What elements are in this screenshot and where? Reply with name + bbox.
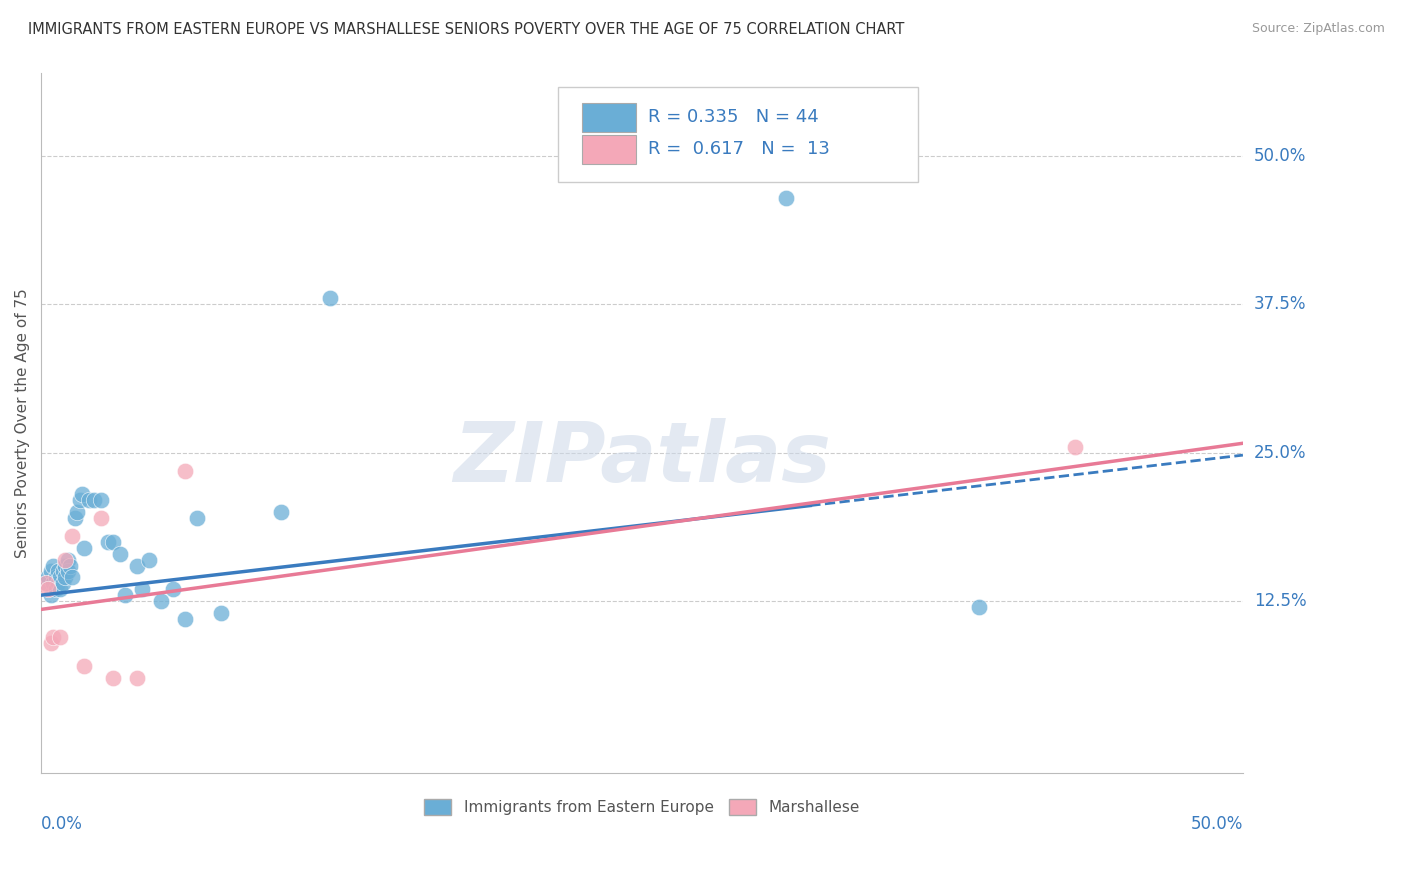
Point bbox=[127, 671, 149, 685]
Point bbox=[66, 505, 89, 519]
Point bbox=[37, 570, 59, 584]
Text: 25.0%: 25.0% bbox=[1254, 443, 1306, 462]
Point bbox=[35, 576, 58, 591]
Point bbox=[138, 552, 160, 566]
Legend: Immigrants from Eastern Europe, Marshallese: Immigrants from Eastern Europe, Marshall… bbox=[418, 793, 866, 822]
FancyBboxPatch shape bbox=[582, 103, 636, 133]
Point bbox=[73, 659, 96, 673]
Point bbox=[44, 570, 66, 584]
Point bbox=[39, 588, 62, 602]
Point bbox=[35, 576, 58, 591]
Point bbox=[46, 576, 69, 591]
Point bbox=[53, 570, 76, 584]
Point bbox=[59, 558, 82, 573]
Point bbox=[56, 565, 79, 579]
Point bbox=[52, 565, 75, 579]
Point bbox=[90, 493, 112, 508]
Point bbox=[44, 582, 66, 597]
Text: Source: ZipAtlas.com: Source: ZipAtlas.com bbox=[1251, 22, 1385, 36]
Point bbox=[103, 671, 125, 685]
Point bbox=[775, 191, 797, 205]
Text: R = 0.335   N = 44: R = 0.335 N = 44 bbox=[648, 108, 818, 126]
Point bbox=[52, 576, 75, 591]
Point bbox=[42, 630, 65, 644]
Point bbox=[209, 606, 232, 620]
Text: 0.0%: 0.0% bbox=[41, 815, 83, 833]
Point bbox=[114, 588, 136, 602]
Point bbox=[49, 582, 72, 597]
Point bbox=[70, 487, 93, 501]
Text: 50.0%: 50.0% bbox=[1254, 147, 1306, 165]
Point bbox=[174, 464, 197, 478]
FancyBboxPatch shape bbox=[582, 135, 636, 164]
Text: 37.5%: 37.5% bbox=[1254, 295, 1306, 313]
Text: ZIPatlas: ZIPatlas bbox=[453, 417, 831, 499]
Point bbox=[53, 558, 76, 573]
Point bbox=[270, 505, 292, 519]
Point bbox=[127, 558, 149, 573]
Point bbox=[53, 552, 76, 566]
Point bbox=[60, 570, 83, 584]
Point bbox=[46, 565, 69, 579]
Point bbox=[186, 511, 208, 525]
Point bbox=[131, 582, 153, 597]
Point bbox=[110, 547, 132, 561]
Point bbox=[1063, 440, 1085, 454]
Point bbox=[83, 493, 105, 508]
Point bbox=[60, 529, 83, 543]
Point bbox=[150, 594, 173, 608]
Point bbox=[42, 558, 65, 573]
Point bbox=[63, 511, 86, 525]
Point bbox=[73, 541, 96, 555]
Point bbox=[97, 534, 120, 549]
Point bbox=[39, 635, 62, 649]
Text: 12.5%: 12.5% bbox=[1254, 592, 1306, 610]
Point bbox=[162, 582, 184, 597]
Point bbox=[56, 552, 79, 566]
Point bbox=[967, 600, 990, 615]
Point bbox=[49, 630, 72, 644]
FancyBboxPatch shape bbox=[558, 87, 918, 181]
Point bbox=[69, 493, 91, 508]
Point bbox=[49, 570, 72, 584]
Text: IMMIGRANTS FROM EASTERN EUROPE VS MARSHALLESE SENIORS POVERTY OVER THE AGE OF 75: IMMIGRANTS FROM EASTERN EUROPE VS MARSHA… bbox=[28, 22, 904, 37]
Point bbox=[39, 565, 62, 579]
Point bbox=[42, 576, 65, 591]
Point bbox=[318, 292, 340, 306]
Text: 50.0%: 50.0% bbox=[1191, 815, 1243, 833]
Point bbox=[77, 493, 100, 508]
Point bbox=[103, 534, 125, 549]
Point bbox=[37, 582, 59, 597]
Point bbox=[174, 612, 197, 626]
Y-axis label: Seniors Poverty Over the Age of 75: Seniors Poverty Over the Age of 75 bbox=[15, 288, 30, 558]
Point bbox=[90, 511, 112, 525]
Text: R =  0.617   N =  13: R = 0.617 N = 13 bbox=[648, 140, 830, 158]
